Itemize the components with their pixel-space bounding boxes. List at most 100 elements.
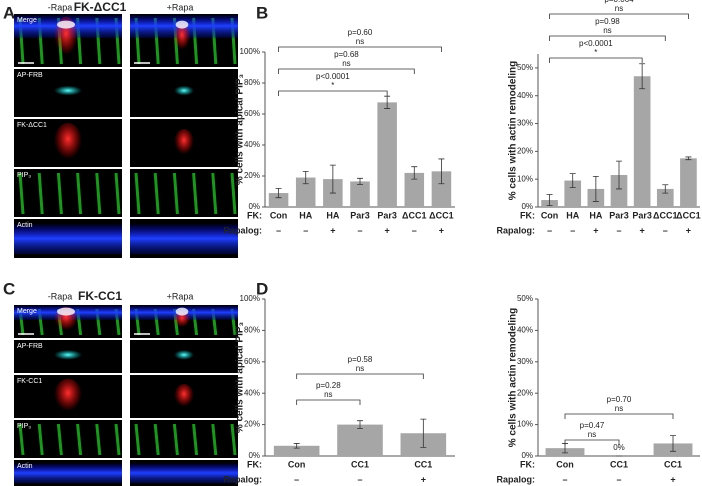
rapalog-label: + <box>421 474 426 484</box>
membrane <box>18 423 25 456</box>
significance: ns <box>615 4 623 13</box>
row-label: Rapalog: <box>496 474 535 484</box>
significance-bracket <box>296 373 424 379</box>
membrane <box>134 172 141 215</box>
rapalog-label: + <box>385 225 390 235</box>
panel-letter: B <box>256 3 268 22</box>
condition-label: -Rapa <box>48 2 73 12</box>
signal <box>57 20 75 29</box>
x-tick-label: Par3 <box>350 210 370 220</box>
significance-bracket <box>564 439 620 445</box>
signal <box>174 85 194 96</box>
y-tick-label: 0% <box>521 451 533 460</box>
row-label: FK: <box>520 459 535 469</box>
y-tick-label: 80% <box>244 326 260 335</box>
y-tick-label: 80% <box>244 78 260 87</box>
membrane <box>172 423 179 456</box>
bar <box>273 445 320 456</box>
signal <box>174 349 194 360</box>
y-axis-label: % cells with actin remodeling <box>508 308 519 447</box>
error-bar <box>569 173 576 188</box>
bar <box>350 181 370 207</box>
panel-letter: C <box>3 279 15 298</box>
y-tick-label: 40% <box>517 326 533 335</box>
construct-label: FK-ΔCC1 <box>74 0 127 14</box>
error-bar <box>329 164 336 194</box>
x-tick-label: Con <box>270 210 288 220</box>
bar <box>610 175 628 207</box>
error-bar <box>275 188 282 199</box>
x-tick-label: HA <box>589 210 602 220</box>
rapalog-label: + <box>640 225 645 235</box>
bar <box>295 177 316 207</box>
actin-band <box>130 222 238 255</box>
row-label: Rapalog: <box>496 225 535 235</box>
y-axis-label: % cells with apical PIP₃ <box>235 73 246 185</box>
significance: ns <box>588 430 596 439</box>
condition-label: +Rapa <box>167 2 194 12</box>
y-tick-label: 10% <box>517 420 533 429</box>
p-value: p=0.58 <box>348 355 373 364</box>
p-value: p<0.0001 <box>579 39 613 48</box>
rapalog-label: – <box>276 225 281 235</box>
y-tick-label: 60% <box>244 357 260 366</box>
signal <box>57 307 75 316</box>
x-tick-label: Con <box>556 459 574 469</box>
significance: ns <box>356 37 364 46</box>
x-tick-label: ΔCC1 <box>429 210 453 220</box>
rapalog-label: + <box>686 225 691 235</box>
signal <box>173 310 191 330</box>
error-bar <box>357 420 363 429</box>
y-tick-label: 50% <box>517 63 533 72</box>
y-tick-label: 30% <box>517 119 533 128</box>
rapalog-label: – <box>412 225 417 235</box>
membrane <box>95 423 102 456</box>
membrane <box>114 172 121 215</box>
significance-bracket <box>549 35 666 41</box>
significance: * <box>331 81 334 90</box>
row-label: FK: <box>520 210 535 220</box>
signal <box>175 20 189 29</box>
rapalog-label: + <box>670 474 675 484</box>
micrograph <box>130 169 238 217</box>
x-tick-label: Con <box>288 459 306 469</box>
actin-band <box>14 462 122 484</box>
y-axis-label: % cells with apical PIP₃ <box>235 321 246 433</box>
membrane <box>114 423 121 456</box>
significance-bracket <box>549 57 643 63</box>
y-tick-label: 100% <box>240 294 260 303</box>
membrane <box>192 423 199 456</box>
membrane <box>76 423 83 456</box>
micrograph <box>14 169 122 217</box>
bar <box>377 102 397 207</box>
panel-letter: A <box>3 3 15 22</box>
error-bar <box>411 166 418 180</box>
membrane <box>18 172 25 215</box>
significance-bracket <box>564 413 674 419</box>
membrane <box>153 423 160 456</box>
x-tick-label: HA <box>299 210 312 220</box>
x-tick-label: Par3 <box>377 210 397 220</box>
signal <box>54 85 82 96</box>
signal <box>175 307 189 316</box>
bar <box>564 180 582 207</box>
channel-label: AP-FRB <box>17 343 43 350</box>
membrane <box>76 172 83 215</box>
channel-label: PIP₃ <box>17 172 31 179</box>
error-bar <box>293 443 300 449</box>
significance-bracket <box>549 13 689 19</box>
channel-label: Actin <box>17 222 33 229</box>
y-tick-label: 40% <box>244 388 260 397</box>
membrane <box>56 423 63 456</box>
condition-label: +Rapa <box>167 291 194 301</box>
x-tick-label: Par3 <box>632 210 652 220</box>
row-label: Rapalog: <box>223 225 262 235</box>
y-tick-label: 20% <box>244 171 260 180</box>
bar <box>656 188 674 207</box>
signal <box>54 122 82 164</box>
rapalog-label: – <box>570 225 575 235</box>
x-tick-label: ΔCC1 <box>653 210 677 220</box>
x-tick-label: HA <box>326 210 339 220</box>
y-tick-label: 40% <box>517 91 533 100</box>
p-value: p=0.47 <box>580 421 605 430</box>
